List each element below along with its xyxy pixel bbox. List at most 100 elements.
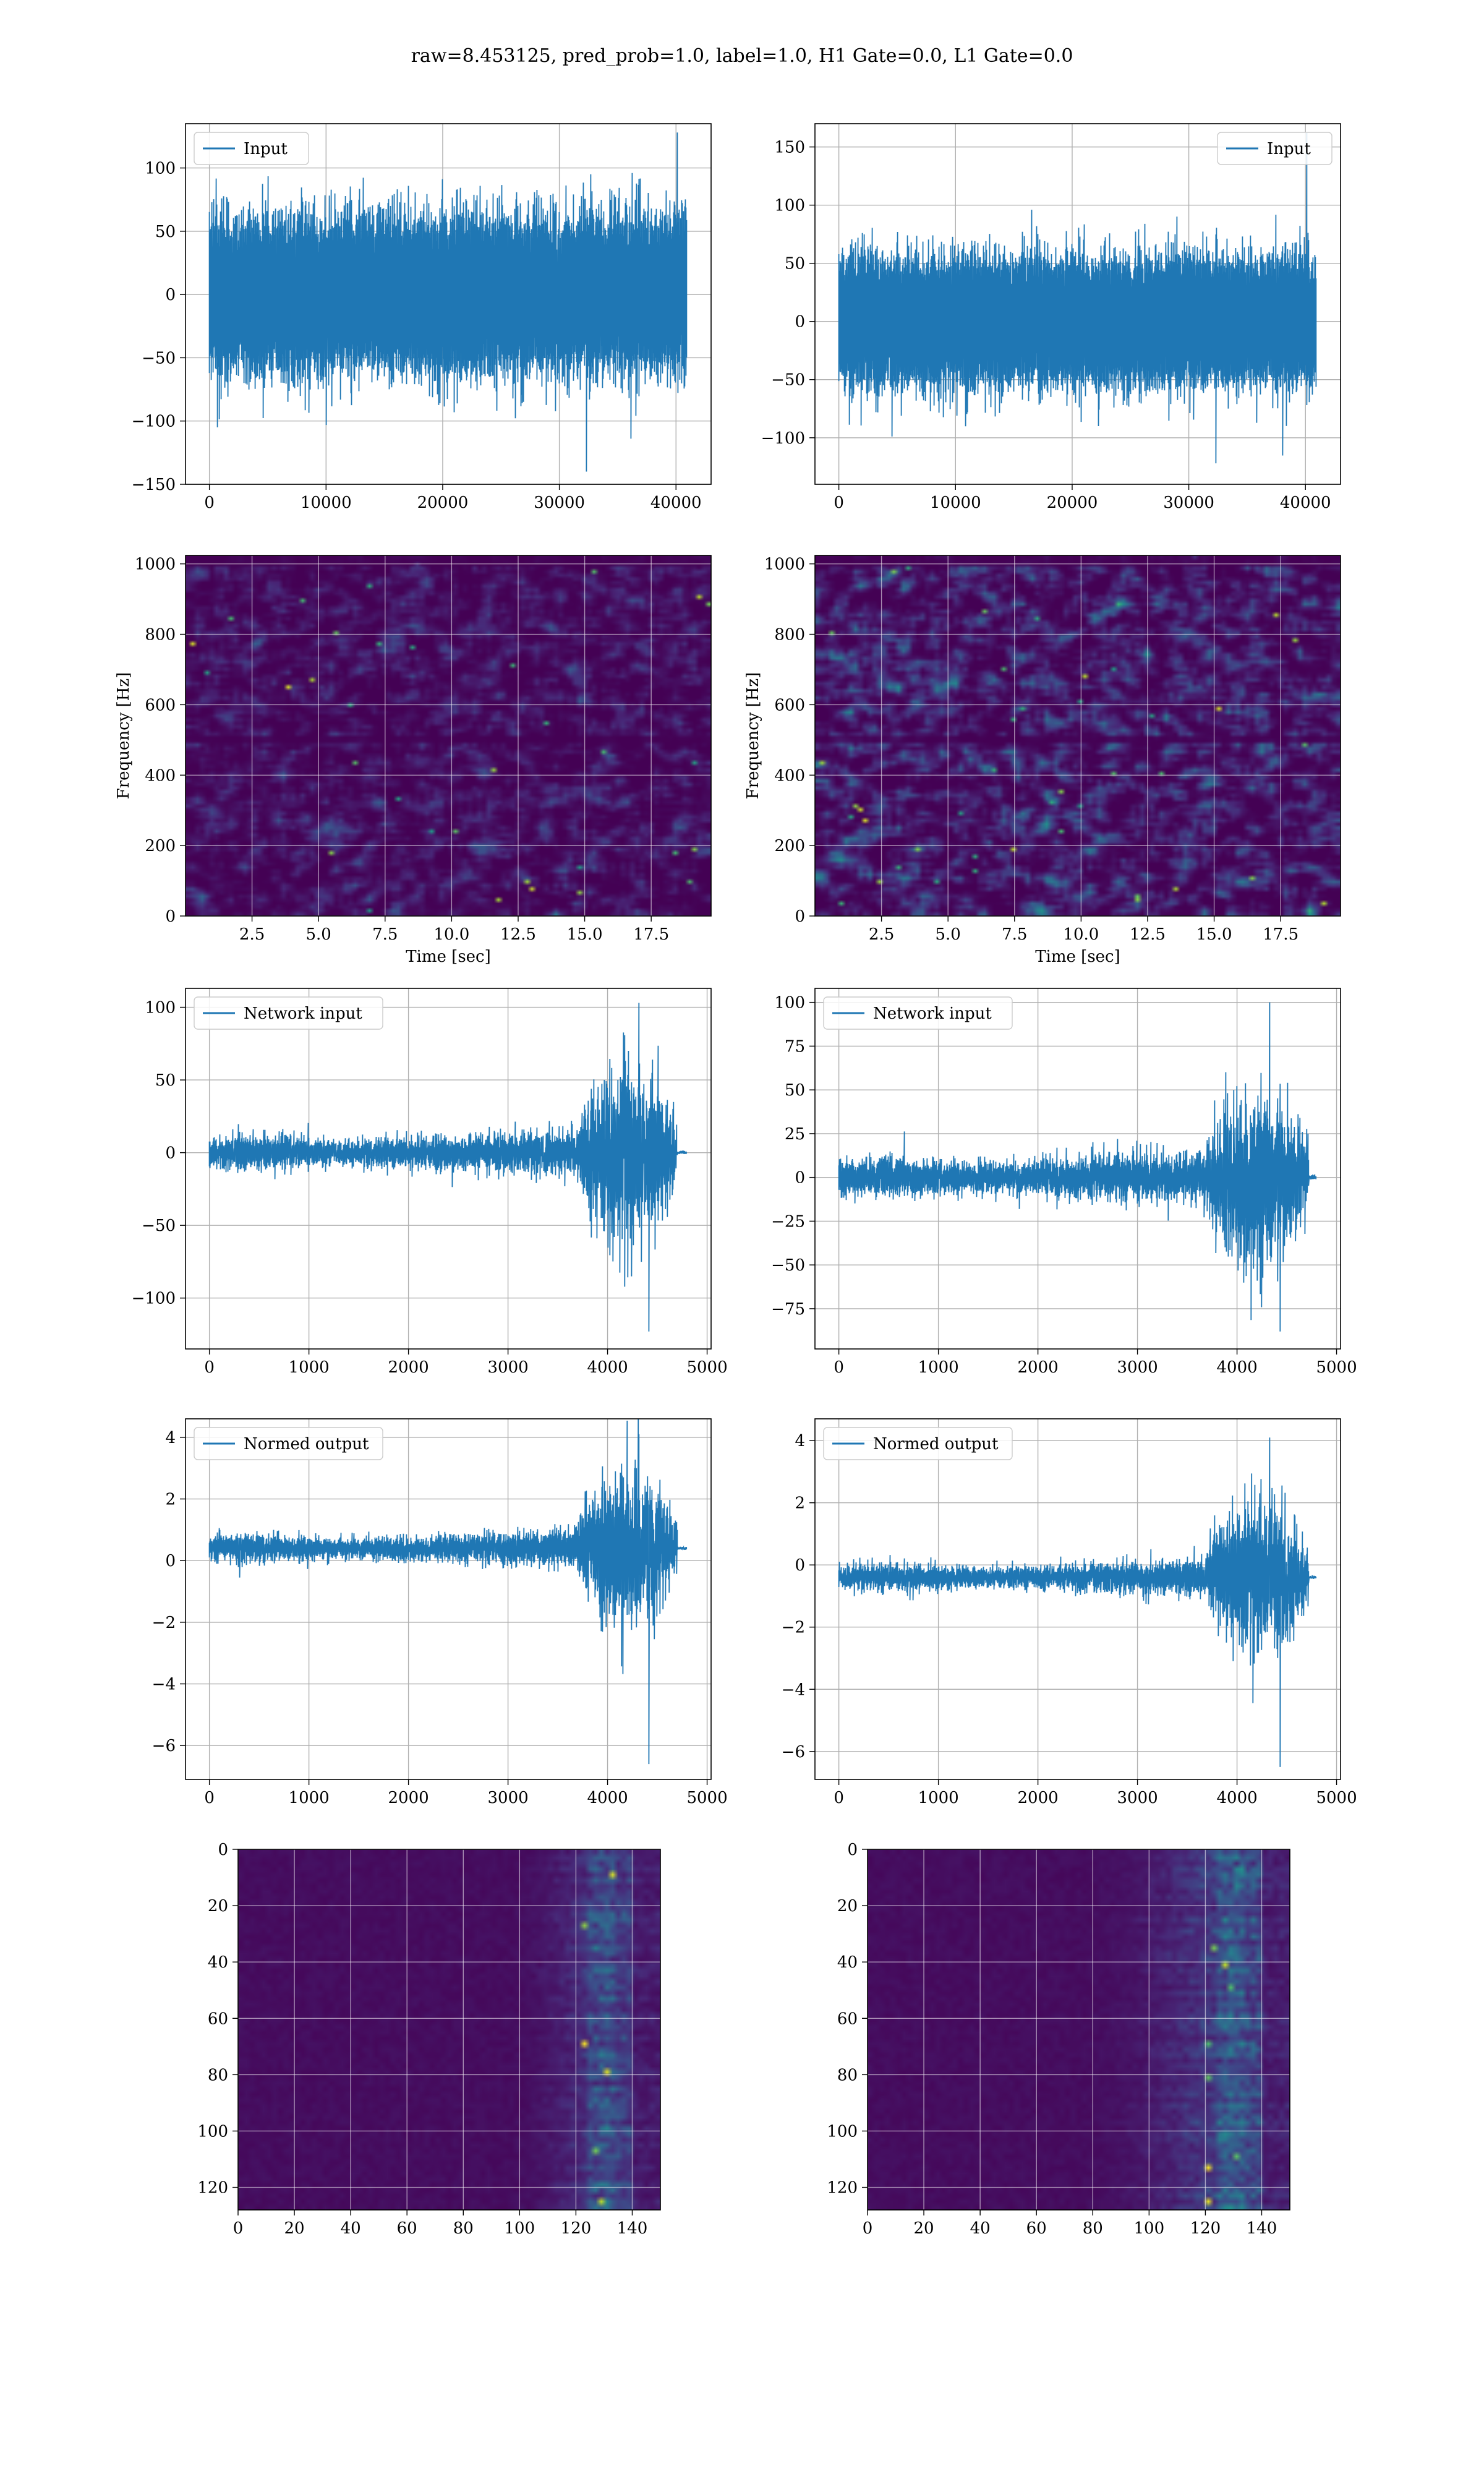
- l1-spectrogram-y-tick-label: 600: [774, 696, 805, 714]
- l1-network-input-series-line: [838, 1002, 1317, 1332]
- l1-network-input-x-tick-label: 1000: [918, 1358, 959, 1377]
- l1-network-input-x-tick-label: 3000: [1117, 1358, 1158, 1377]
- h1-spectrogram-grid: [186, 555, 711, 917]
- h1-spectrogram-y-axis-label: Frequency [Hz]: [114, 672, 133, 800]
- l1-spectrogram-x-tick-label: 17.5: [1263, 925, 1298, 944]
- l1-qtransform-x-tick-label: 100: [1134, 2219, 1165, 2238]
- h1-input-panel: Input 0 10000 20000 30000 40000 −150 −100 −50 0 50…: [132, 123, 712, 512]
- l1-normed-output-legend-label: Normed output: [873, 1435, 999, 1453]
- l1-input-y-tick-label: 0: [795, 313, 805, 332]
- l1-input-y-tick-label: 150: [774, 139, 805, 157]
- h1-spectrogram-y-tick-label: 0: [165, 907, 176, 926]
- h1-input-y-tick-label: 0: [165, 286, 176, 304]
- axes-frame: [814, 988, 1341, 1350]
- h1-normed-output-y-tick-label: 4: [165, 1429, 176, 1447]
- h1-network-input-x-tick-label: 2000: [388, 1358, 429, 1377]
- h1-spectrogram-x-tick-label: 17.5: [633, 925, 669, 944]
- l1-network-input-y-tick-label: −75: [771, 1300, 805, 1319]
- l1-input-x-tick-label: 20000: [1047, 494, 1098, 512]
- h1-network-input-y-tick-label: 0: [165, 1144, 176, 1163]
- h1-input-y-tick-label: −150: [132, 476, 176, 494]
- l1-qtransform-y-tick-label: 40: [837, 1953, 858, 1972]
- l1-qtransform-x-tick-label: 40: [970, 2219, 991, 2238]
- h1-qtransform-x-tick-label: 120: [561, 2219, 592, 2238]
- l1-normed-output-x-tick-label: 4000: [1216, 1789, 1257, 1807]
- h1-spectrogram-heatmap-image: [186, 555, 711, 916]
- h1-network-input-legend-label: Network input: [244, 1004, 362, 1023]
- l1-spectrogram-y-tick-label: 0: [795, 907, 805, 926]
- l1-network-input-y-tick-label: 100: [774, 994, 805, 1012]
- l1-input-legend: Input: [1217, 132, 1333, 165]
- h1-spectrogram-y-tick-label: 600: [145, 696, 176, 714]
- l1-network-input-x-tick-label: 2000: [1018, 1358, 1059, 1377]
- h1-input-x-tick-label: 20000: [417, 494, 469, 512]
- h1-network-input-y-tick-label: 50: [155, 1071, 176, 1090]
- l1-qtransform-x-tick-label: 120: [1190, 2219, 1221, 2238]
- h1-spectrogram-x-tick-label: 15.0: [567, 925, 603, 944]
- l1-normed-output-legend: Normed output: [823, 1427, 1013, 1460]
- h1-qtransform-y-tick-label: 20: [208, 1897, 228, 1915]
- h1-normed-output-x-tick-label: 5000: [686, 1789, 727, 1807]
- l1-qtransform-y-tick-label: 100: [827, 2122, 858, 2141]
- l1-qtransform-heatmap-image: [868, 1849, 1290, 2210]
- l1-input-x-tick-label: 30000: [1163, 494, 1214, 512]
- l1-qtransform-x-tick-label: 80: [1083, 2219, 1103, 2238]
- h1-normed-output-legend-box: [194, 1427, 383, 1460]
- h1-input-x-tick-label: 40000: [650, 494, 702, 512]
- h1-input-legend: Input: [194, 132, 309, 165]
- l1-spectrogram-y-tick-label: 400: [774, 766, 805, 785]
- l1-spectrogram-y-tick-label: 200: [774, 837, 805, 855]
- h1-spectrogram-x-tick-label: 12.5: [500, 925, 536, 944]
- h1-spectrogram-y-tick-label: 400: [145, 766, 176, 785]
- l1-spectrogram-x-tick-label: 12.5: [1130, 925, 1166, 944]
- axes-frame: [185, 555, 712, 917]
- h1-network-input-x-tick-label: 4000: [587, 1358, 628, 1377]
- h1-network-input-legend-box: [194, 996, 383, 1030]
- l1-spectrogram-y-tick-label: 800: [774, 626, 805, 644]
- l1-normed-output-x-tick-label: 1000: [918, 1789, 959, 1807]
- h1-spectrogram-x-tick-label: 10.0: [433, 925, 469, 944]
- h1-qtransform-x-tick-label: 60: [397, 2219, 417, 2238]
- h1-qtransform-x-tick-label: 80: [453, 2219, 474, 2238]
- l1-input-series-line: [838, 132, 1317, 464]
- l1-input-legend-box: [1217, 132, 1333, 165]
- h1-normed-output-x-tick-label: 2000: [388, 1789, 429, 1807]
- l1-spectrogram-y-tick-label: 1000: [764, 555, 805, 574]
- l1-network-input-y-tick-label: −25: [771, 1212, 805, 1231]
- h1-network-input-y-tick-label: 100: [145, 999, 176, 1017]
- figure-suptitle: raw=8.453125, pred_prob=1.0, label=1.0, …: [411, 45, 1073, 67]
- axes-frame: [237, 1849, 661, 2211]
- l1-network-input-y-tick-label: 50: [785, 1081, 805, 1100]
- l1-normed-output-y-tick-label: −4: [782, 1680, 805, 1699]
- h1-qtransform-y-tick-label: 0: [218, 1841, 228, 1859]
- l1-normed-output-x-tick-label: 3000: [1117, 1789, 1158, 1807]
- h1-input-y-tick-label: 100: [145, 160, 176, 178]
- l1-qtransform-panel: 0 20 40 60 80 100 120 140 0 20 40 60 80 100 120: [827, 1841, 1290, 2238]
- h1-qtransform-x-tick-label: 100: [505, 2219, 535, 2238]
- h1-input-legend-box: [194, 132, 309, 165]
- l1-qtransform-y-tick-label: 20: [837, 1897, 858, 1915]
- axes-frame: [814, 555, 1341, 917]
- l1-qtransform-y-tick-label: 60: [837, 2010, 858, 2028]
- h1-normed-output-legend: Normed output: [194, 1427, 383, 1460]
- axes-frame: [867, 1849, 1290, 2211]
- l1-spectrogram-panel: 2.5 5.0 7.5 10.0 12.5 15.0 17.5 0 200 400 600 800 10…: [744, 555, 1341, 966]
- h1-qtransform-y-tick-label: 80: [208, 2066, 228, 2084]
- h1-normed-output-x-tick-label: 1000: [289, 1789, 330, 1807]
- h1-normed-output-panel: Normed output 0 1000 2000 3000 4000 5000 −6 −4 −2…: [152, 1418, 728, 1807]
- h1-normed-output-y-tick-label: 2: [165, 1491, 176, 1509]
- axes-frame: [185, 1418, 712, 1780]
- l1-network-input-legend-box: [823, 996, 1013, 1030]
- l1-network-input-y-tick-label: 0: [795, 1169, 805, 1188]
- h1-qtransform-panel: 0 20 40 60 80 100 120 140 0 20 40 60 80 100 120: [197, 1841, 661, 2238]
- l1-qtransform-y-tick-label: 0: [847, 1841, 858, 1859]
- l1-spectrogram-y-axis-label: Frequency [Hz]: [744, 672, 762, 800]
- h1-normed-output-y-tick-label: −2: [152, 1614, 176, 1632]
- l1-qtransform-x-tick-label: 60: [1026, 2219, 1047, 2238]
- l1-network-input-x-tick-label: 4000: [1216, 1358, 1257, 1377]
- h1-normed-output-legend-label: Normed output: [244, 1435, 369, 1453]
- h1-input-y-tick-label: −50: [142, 349, 176, 367]
- axes-frame: [814, 1418, 1341, 1780]
